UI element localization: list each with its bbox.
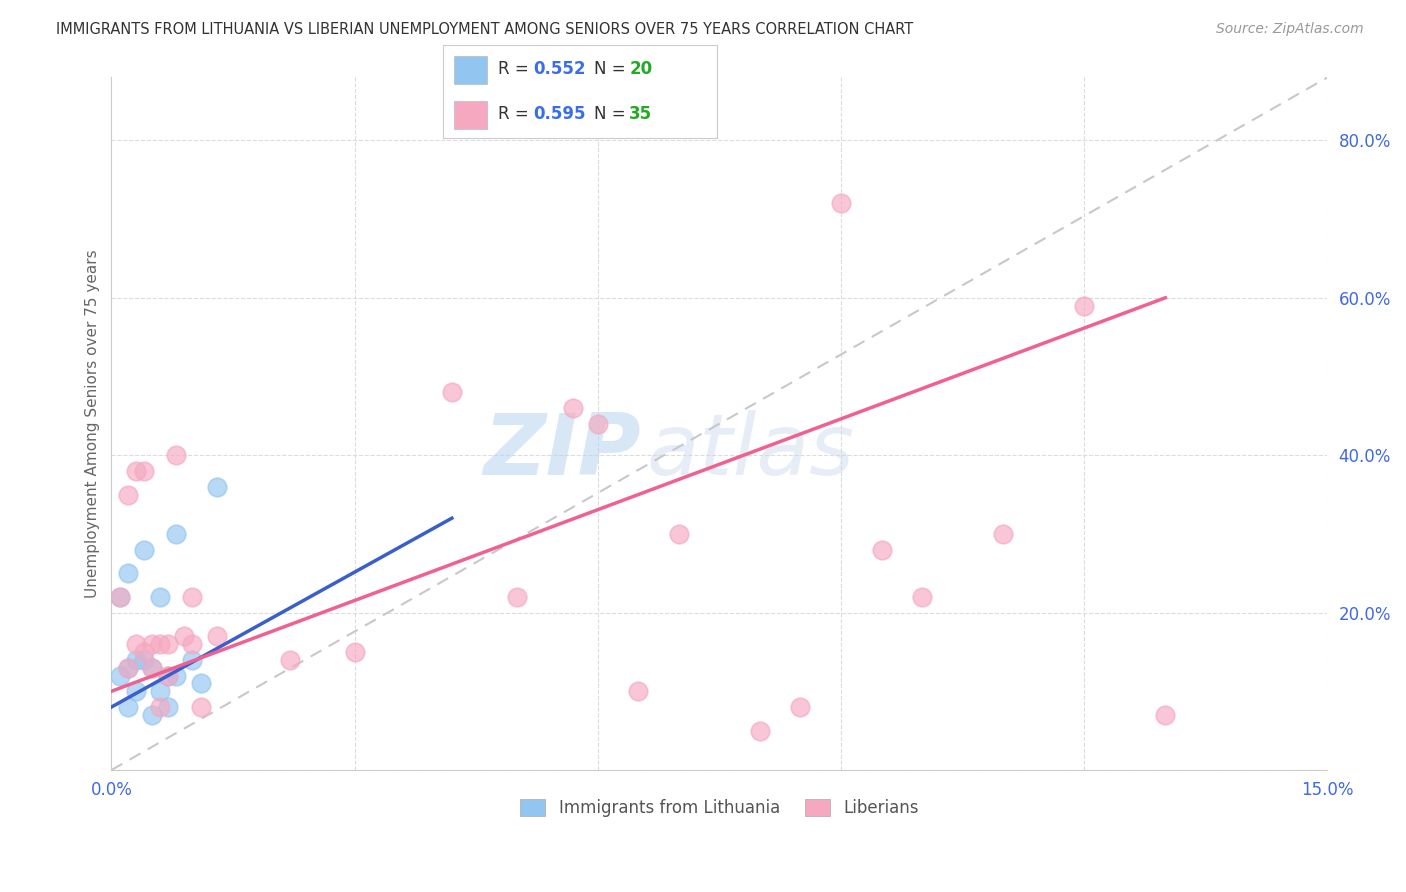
Point: [1154, 707, 1177, 722]
Point: [132, 542, 155, 557]
Text: N =: N =: [593, 105, 630, 123]
Point: [668, 527, 690, 541]
Point: [181, 637, 204, 651]
Point: [157, 668, 180, 682]
Point: [117, 700, 139, 714]
Point: [991, 527, 1014, 541]
Point: [132, 653, 155, 667]
Text: R =: R =: [498, 105, 534, 123]
Point: [117, 566, 139, 581]
Text: Source: ZipAtlas.com: Source: ZipAtlas.com: [1216, 22, 1364, 37]
Point: [165, 668, 187, 682]
Point: [117, 661, 139, 675]
Text: 20: 20: [630, 60, 652, 78]
Point: [149, 700, 172, 714]
Point: [173, 629, 195, 643]
Point: [440, 385, 463, 400]
Legend: Immigrants from Lithuania, Liberians: Immigrants from Lithuania, Liberians: [513, 792, 925, 824]
Text: ZIP: ZIP: [482, 410, 640, 493]
Point: [181, 653, 204, 667]
Point: [789, 700, 811, 714]
Text: atlas: atlas: [647, 410, 855, 493]
Point: [870, 542, 893, 557]
Text: R =: R =: [498, 60, 534, 78]
Point: [108, 668, 131, 682]
Point: [748, 723, 770, 738]
Y-axis label: Unemployment Among Seniors over 75 years: Unemployment Among Seniors over 75 years: [86, 250, 100, 598]
Point: [190, 700, 212, 714]
Text: 0.595: 0.595: [533, 105, 586, 123]
Point: [506, 590, 529, 604]
Text: IMMIGRANTS FROM LITHUANIA VS LIBERIAN UNEMPLOYMENT AMONG SENIORS OVER 75 YEARS C: IMMIGRANTS FROM LITHUANIA VS LIBERIAN UN…: [56, 22, 914, 37]
Text: 35: 35: [630, 105, 652, 123]
Point: [125, 684, 148, 698]
Point: [125, 464, 148, 478]
Point: [149, 590, 172, 604]
Point: [627, 684, 650, 698]
Point: [141, 637, 163, 651]
Point: [190, 676, 212, 690]
Text: 0.552: 0.552: [533, 60, 586, 78]
Point: [117, 487, 139, 501]
Text: N =: N =: [593, 60, 630, 78]
Point: [125, 637, 148, 651]
Point: [157, 668, 180, 682]
Point: [343, 645, 366, 659]
Point: [165, 527, 187, 541]
Point: [157, 637, 180, 651]
Point: [108, 590, 131, 604]
Point: [830, 196, 852, 211]
Point: [157, 700, 180, 714]
Point: [125, 653, 148, 667]
Point: [149, 684, 172, 698]
Point: [117, 661, 139, 675]
Point: [1073, 299, 1095, 313]
Point: [181, 590, 204, 604]
Point: [562, 401, 585, 415]
Point: [108, 590, 131, 604]
FancyBboxPatch shape: [454, 101, 486, 129]
Point: [278, 653, 301, 667]
Point: [141, 707, 163, 722]
Point: [165, 448, 187, 462]
Point: [141, 661, 163, 675]
Point: [149, 637, 172, 651]
Point: [205, 629, 228, 643]
Point: [911, 590, 934, 604]
Point: [141, 661, 163, 675]
Point: [205, 480, 228, 494]
Point: [132, 645, 155, 659]
FancyBboxPatch shape: [454, 56, 486, 84]
Point: [132, 464, 155, 478]
Point: [586, 417, 609, 431]
